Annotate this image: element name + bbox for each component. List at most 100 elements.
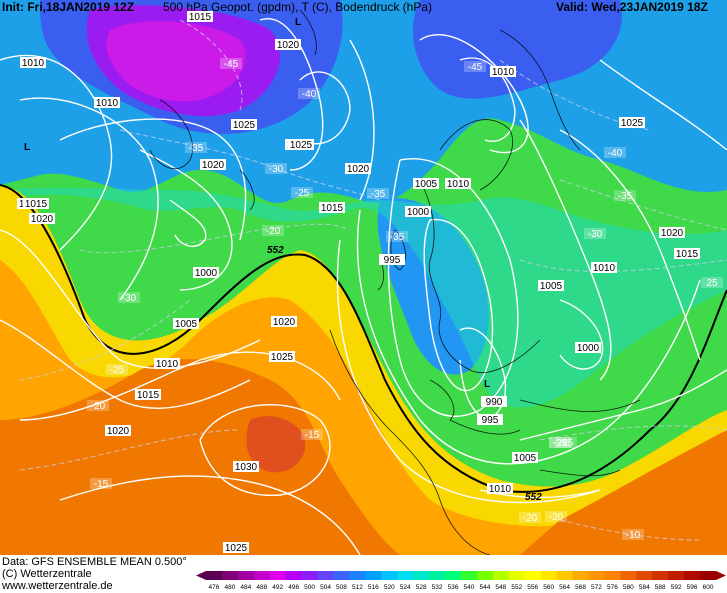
temperature-label: -15 — [90, 478, 112, 490]
temperature-label: -20 — [262, 225, 284, 237]
svg-text:-40: -40 — [302, 89, 317, 100]
scale-tick-label: 580 — [623, 584, 634, 591]
weather-map: 552 552 L L L 10151020101010151020101010… — [0, 0, 727, 555]
scale-swatch — [285, 571, 303, 580]
scale-swatch — [588, 571, 605, 580]
svg-text:995: 995 — [482, 415, 499, 426]
pressure-label: 1020 — [271, 316, 297, 328]
scale-swatch — [253, 571, 271, 580]
scale-swatch — [413, 571, 430, 580]
scale-swatch — [556, 571, 574, 580]
pressure-label: 1015 — [319, 202, 345, 214]
scale-swatch — [572, 571, 589, 580]
geopot-label: 552 — [267, 245, 284, 256]
scale-tick-label: 524 — [400, 584, 411, 591]
scale-swatch — [684, 571, 701, 580]
svg-text:1015: 1015 — [676, 249, 699, 260]
scale-tick-label: 576 — [607, 584, 618, 591]
pressure-label: 1010 — [154, 358, 180, 370]
pressure-label: 1000 — [193, 267, 219, 279]
scale-tick-label: 556 — [527, 584, 538, 591]
svg-text:1020: 1020 — [107, 426, 130, 437]
scale-tick-label: 600 — [703, 584, 714, 591]
temperature-label: -30 — [265, 163, 287, 175]
scale-tick-label: 488 — [256, 584, 267, 591]
pressure-label: 1010 — [445, 178, 471, 190]
scale-swatch — [524, 571, 542, 580]
scale-swatch — [668, 571, 685, 580]
hot-spot — [246, 416, 306, 473]
svg-text:-25: -25 — [553, 438, 568, 449]
svg-text:-30: -30 — [269, 164, 284, 175]
pressure-label: 1020 — [275, 39, 301, 51]
website-url: www.wetterzentrale.de — [2, 580, 113, 592]
pressure-labels: 1015 1020 1010 1015 1020 1010 1025 1005 1020 1015… — [17, 11, 700, 554]
cold-core-east — [412, 0, 622, 99]
scale-tick-label: 572 — [591, 584, 602, 591]
svg-text:1010: 1010 — [22, 58, 45, 69]
svg-text:1000: 1000 — [577, 343, 600, 354]
svg-text:1010: 1010 — [447, 179, 470, 190]
scale-arrow-left — [196, 571, 206, 580]
pressure-label: 1010 — [487, 483, 513, 495]
svg-text:1015: 1015 — [321, 203, 344, 214]
scale-tick-label: 508 — [336, 584, 347, 591]
scale-swatch — [700, 571, 717, 580]
warm-core — [0, 359, 400, 555]
svg-text:-20: -20 — [523, 513, 538, 524]
svg-text:-25: -25 — [295, 188, 310, 199]
scale-tick-label: 480 — [224, 584, 235, 591]
pressure-label: 1005 — [173, 318, 199, 330]
geopot-label: 552 — [525, 492, 542, 503]
pressure-label: 1000 — [405, 206, 431, 218]
svg-text:-40: -40 — [608, 148, 623, 159]
scale-tick-label: 536 — [448, 584, 459, 591]
svg-text:1020: 1020 — [31, 214, 54, 225]
pressure-label: 1000 — [575, 342, 601, 354]
svg-text:1020: 1020 — [661, 228, 684, 239]
svg-text:1010: 1010 — [96, 98, 119, 109]
temperature-label: -25 — [106, 364, 128, 376]
temperature-label: -20 — [519, 512, 541, 524]
scale-swatch — [269, 571, 287, 580]
svg-text:1010: 1010 — [593, 263, 616, 274]
svg-text:1005: 1005 — [175, 319, 198, 330]
temperature-label: -15 — [301, 429, 323, 441]
map-header: Init: Fri,18JAN2019 12Z 500 hPa Geopot. … — [0, 0, 727, 16]
temperature-label: -20 — [545, 511, 567, 523]
pressure-label: 1010 — [20, 57, 46, 69]
svg-text:-25: -25 — [110, 365, 125, 376]
scale-tick-label: 596 — [687, 584, 698, 591]
svg-text:1030: 1030 — [235, 462, 258, 473]
svg-text:-15: -15 — [94, 479, 109, 490]
scale-tick-label: 552 — [511, 584, 522, 591]
temperature-label: -25 — [291, 187, 313, 199]
scale-swatch — [221, 571, 239, 580]
pressure-label: 1020 — [345, 163, 371, 175]
pressure-label: 990 — [481, 396, 507, 408]
scale-swatch — [476, 571, 494, 580]
scale-tick-label: 532 — [432, 584, 443, 591]
pressure-label: 1010 — [490, 66, 516, 78]
svg-text:-25: -25 — [553, 438, 568, 449]
pressure-label: 1005 — [538, 280, 564, 292]
color-scale: 476 480 484 488 492 496 500 504 508 512 516 520 524 5… — [196, 571, 726, 591]
low-pressure-marker: L — [24, 142, 30, 153]
scale-tick-label: 588 — [655, 584, 666, 591]
svg-text:1020: 1020 — [347, 164, 370, 175]
valid-time: Valid: Wed,23JAN2019 18Z — [556, 0, 708, 14]
svg-text:1005: 1005 — [540, 281, 563, 292]
pressure-label: 1015 — [135, 389, 161, 401]
svg-text:-15: -15 — [305, 430, 320, 441]
svg-text:1020: 1020 — [277, 40, 300, 51]
scale-swatch — [206, 571, 223, 580]
scale-swatch — [317, 571, 334, 580]
temperature-label: -35 — [185, 142, 207, 154]
pressure-label: 1030 — [233, 461, 259, 473]
svg-text:1025: 1025 — [225, 543, 248, 554]
svg-text:25: 25 — [706, 278, 718, 289]
svg-text:-35: -35 — [189, 143, 204, 154]
temperature-label: -20 — [87, 400, 109, 412]
temperature-label: -40 — [298, 88, 320, 100]
scale-swatch — [445, 571, 462, 580]
